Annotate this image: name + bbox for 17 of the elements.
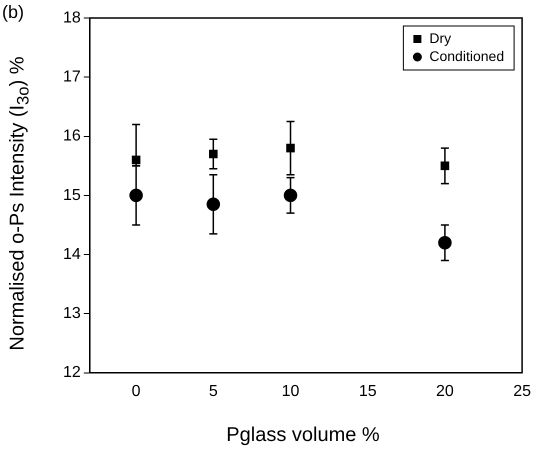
y-tick-label: 18	[63, 9, 81, 26]
x-tick-label: 25	[513, 382, 532, 400]
y-tick-label: 13	[63, 305, 81, 322]
y-tick-label: 17	[63, 68, 81, 86]
x-tick-label: 10	[282, 382, 300, 400]
y-tick-label: 12	[63, 364, 81, 382]
text: (b)	[2, 2, 24, 23]
y-tick-label: 16	[63, 128, 81, 145]
x-tick-label: 15	[358, 382, 377, 400]
x-tick-label: 20	[436, 382, 454, 400]
legend-label: Conditioned	[429, 48, 504, 64]
x-tick-label: 0	[132, 382, 141, 400]
x-axis-title: Pglass volume %	[225, 424, 381, 447]
x-tick-label: 5	[208, 382, 218, 400]
legend-label: Dry	[429, 30, 452, 46]
y-tick-label: 15	[63, 186, 81, 204]
y-tick-label: 14	[63, 246, 81, 263]
